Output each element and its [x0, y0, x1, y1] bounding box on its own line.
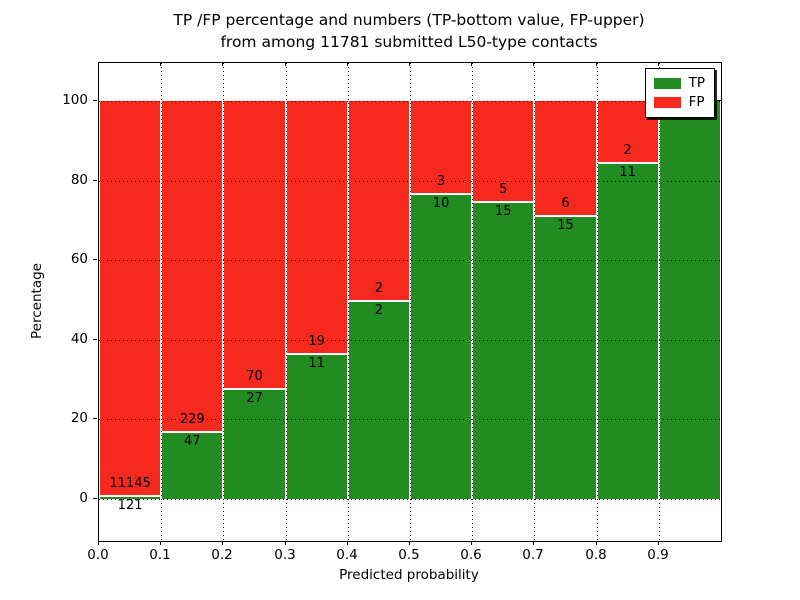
legend: TP FP [644, 68, 715, 118]
x-tick-mark-top [285, 62, 286, 66]
legend-label-fp: FP [688, 94, 705, 110]
x-tick-label: 0.3 [274, 547, 296, 563]
fp-count-label: 2 [374, 281, 384, 296]
tp-bar-segment [472, 200, 535, 499]
legend-swatch-tp-icon [653, 78, 681, 89]
tp-count-label: 11 [619, 165, 636, 181]
vertical-gridline [659, 63, 660, 541]
tp-bar-segment [285, 353, 348, 499]
x-tick-label: 0.1 [149, 547, 171, 563]
fp-count-label: 5 [499, 181, 508, 197]
legend-swatch-fp-icon [653, 97, 681, 108]
tp-bar-segment [410, 192, 473, 499]
fp-count-label: 70 [246, 369, 263, 385]
vertical-gridline [223, 63, 224, 541]
chart-title: TP /FP percentage and numbers (TP-bottom… [98, 9, 720, 53]
x-tick-mark [160, 541, 161, 545]
fp-count-label: 229 [179, 412, 205, 428]
fp-count-label: 2 [623, 143, 632, 159]
y-tick-label: 60 [70, 251, 88, 268]
x-tick-mark-top [347, 62, 348, 66]
y-tick-label: 0 [79, 490, 88, 506]
x-tick-mark [347, 541, 348, 545]
x-tick-mark [658, 541, 659, 545]
tp-bar-segment [534, 214, 597, 499]
vertical-gridline [410, 63, 411, 541]
tp-count-label: 121 [117, 497, 143, 513]
x-tick-mark [596, 541, 597, 545]
x-tick-mark-top [160, 62, 161, 66]
x-tick-mark [285, 541, 286, 545]
x-tick-mark [409, 541, 410, 545]
tp-bar-segment [347, 300, 410, 499]
x-tick-mark-top [658, 62, 659, 66]
x-tick-mark-top [98, 62, 99, 66]
x-tick-label: 0.7 [522, 547, 544, 563]
legend-row-fp: FP [653, 93, 705, 112]
vertical-gridline [286, 63, 287, 541]
x-tick-label: 0.0 [87, 547, 109, 563]
y-tick-label: 20 [70, 410, 88, 427]
x-tick-mark-top [222, 62, 223, 66]
y-axis-label: Percentage [29, 263, 45, 339]
x-tick-mark-top [596, 62, 597, 66]
x-tick-label: 0.2 [211, 547, 233, 563]
y-tick-label: 80 [70, 171, 88, 188]
vertical-gridline [161, 63, 162, 541]
y-tick-label: 100 [62, 92, 88, 108]
vertical-gridline [597, 63, 598, 541]
x-tick-label: 0.5 [398, 547, 420, 563]
x-tick-mark-top [533, 62, 534, 66]
x-tick-label: 0.8 [585, 547, 607, 563]
x-tick-mark-top [471, 62, 472, 66]
fp-bar-segment [285, 101, 348, 354]
y-tick-mark [93, 179, 97, 181]
tp-count-label: 27 [246, 391, 263, 407]
tp-count-label: 2 [374, 303, 384, 318]
fp-count-label: 11145 [109, 475, 151, 491]
x-tick-mark [222, 541, 223, 545]
x-axis-label: Predicted probability [339, 567, 479, 583]
x-tick-mark-top [409, 62, 410, 66]
chart-title-line2: from among 11781 submitted L50-type cont… [220, 33, 598, 51]
y-tick-mark [93, 259, 97, 261]
y-tick-mark [93, 498, 97, 499]
tp-count-label: 15 [557, 217, 574, 233]
tp-count-label: 47 [184, 434, 201, 450]
x-tick-mark [98, 541, 99, 545]
fp-count-label: 6 [561, 195, 570, 211]
fp-bar-segment [410, 101, 473, 193]
y-tick-mark [93, 418, 97, 420]
bar-labels-layer: 1114512122947702719112231051561521141 [99, 63, 721, 541]
y-tick-label: 40 [70, 330, 88, 347]
legend-label-tp: TP [688, 75, 705, 91]
fp-count-label: 3 [436, 173, 446, 189]
fp-bar-segment [347, 101, 410, 300]
legend-row-tp: TP [653, 74, 705, 93]
x-tick-label: 0.6 [460, 547, 482, 563]
plot-area: 1114512122947702719112231051561521141 TP… [98, 62, 722, 542]
gridlines-layer [99, 63, 721, 541]
y-tick-mark [93, 338, 97, 340]
vertical-gridline [534, 63, 535, 541]
vertical-gridline [348, 63, 349, 541]
tp-count-label: 10 [432, 195, 450, 211]
fp-bar-segment [534, 101, 597, 215]
fp-count-label: 19 [308, 334, 325, 350]
tp-count-label: 11 [308, 356, 325, 372]
x-tick-mark [533, 541, 534, 545]
y-tick-mark [93, 100, 97, 101]
chart-title-line1: TP /FP percentage and numbers (TP-bottom… [173, 11, 645, 29]
tp-bar-segment [99, 494, 162, 499]
vertical-gridline [472, 63, 473, 541]
fp-bar-segment [99, 101, 162, 495]
x-tick-label: 0.9 [647, 547, 669, 563]
y-tick-mark-right [717, 100, 721, 101]
tp-count-label: 15 [495, 203, 512, 219]
x-tick-mark [471, 541, 472, 545]
x-tick-label: 0.4 [336, 547, 358, 563]
tp-bar-segment [596, 162, 659, 499]
